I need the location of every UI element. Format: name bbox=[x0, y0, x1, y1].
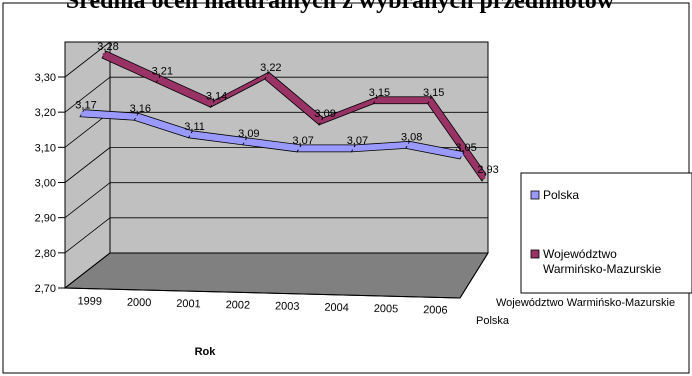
depth-axis: Województwo Warmińsko-Mazurskie Polska bbox=[459, 252, 675, 327]
legend-swatch-1 bbox=[530, 249, 540, 259]
depth-axis-line bbox=[459, 252, 489, 299]
gridline-side bbox=[64, 76, 111, 113]
x-tick-label: 2003 bbox=[275, 300, 300, 313]
y-tick-label: 2,90 bbox=[35, 213, 56, 225]
data-point-1 bbox=[211, 102, 215, 106]
y-tick-label: 2,70 bbox=[35, 283, 56, 295]
x-tick-label: 2002 bbox=[225, 299, 250, 312]
gridline-side bbox=[64, 217, 111, 254]
data-label-0: 3,07 bbox=[292, 135, 313, 147]
gridline-side bbox=[64, 147, 111, 183]
data-point-1 bbox=[373, 98, 377, 102]
legend-label-1: Warmińsko-Mazurskie bbox=[543, 262, 662, 276]
gridlines bbox=[64, 41, 488, 289]
data-point-0 bbox=[243, 139, 247, 143]
data-label-1: 3,14 bbox=[206, 90, 227, 102]
x-tick-label: 2006 bbox=[423, 304, 448, 317]
y-tick-label: 2,80 bbox=[35, 248, 56, 260]
chart-title: Średnia ocen maturalnych z wybranych prz… bbox=[66, 0, 615, 14]
y-tick-label: 3,10 bbox=[35, 142, 56, 154]
legend-swatch-0 bbox=[530, 190, 540, 200]
svg-text:Średnia ocen maturalnych z wyb: Średnia ocen maturalnych z wybranych prz… bbox=[66, 0, 615, 14]
data-labels: 3,28 3,21 3,14 3,22 3,09 3,15 3,15 2,93 3,17 3,16… bbox=[75, 41, 498, 176]
data-label-1: 3,22 bbox=[260, 62, 281, 74]
data-label-0: 3,16 bbox=[130, 103, 151, 115]
data-point-0 bbox=[406, 143, 410, 147]
gridline-side bbox=[64, 41, 111, 78]
x-axis-title: Rok bbox=[195, 346, 217, 358]
data-label-0: 3,05 bbox=[455, 142, 476, 154]
depth-label-0: Województwo Warmińsko-Mazurskie bbox=[496, 297, 675, 309]
y-axis: 2,70 2,80 2,90 3,00 3,10 3,20 3,30 bbox=[35, 72, 65, 295]
data-point-1 bbox=[428, 98, 432, 102]
x-axis-line bbox=[64, 287, 461, 299]
data-point-0 bbox=[189, 132, 193, 136]
data-point-1 bbox=[319, 119, 323, 123]
data-point-1 bbox=[156, 77, 160, 81]
data-label-1: 3,09 bbox=[314, 108, 335, 120]
gridline-side bbox=[64, 182, 111, 218]
data-point-1 bbox=[265, 74, 269, 78]
x-tick-label: 2005 bbox=[374, 303, 399, 316]
data-label-1: 3,28 bbox=[97, 41, 118, 53]
legend-label-1: Województwo bbox=[543, 247, 617, 261]
data-point-1 bbox=[102, 53, 106, 57]
data-point-0 bbox=[80, 111, 84, 115]
data-label-0: 3,09 bbox=[238, 128, 259, 140]
legend-label-0: Polska bbox=[543, 188, 579, 202]
y-tick-label: 3,30 bbox=[35, 72, 56, 84]
data-label-0: 3,07 bbox=[347, 135, 368, 147]
series-layer bbox=[79, 50, 487, 182]
data-point-0 bbox=[134, 115, 138, 119]
data-point-0 bbox=[460, 153, 464, 157]
legend-box bbox=[520, 172, 692, 294]
x-tick-label: 1999 bbox=[77, 295, 102, 308]
data-point-0 bbox=[351, 146, 355, 150]
data-label-0: 3,08 bbox=[401, 131, 422, 143]
data-point-1 bbox=[482, 176, 486, 180]
x-tick-label: 2004 bbox=[324, 302, 349, 315]
y-tick-label: 3,20 bbox=[35, 107, 56, 119]
gridline-side bbox=[64, 252, 111, 289]
x-tick-label: 2001 bbox=[176, 298, 201, 311]
data-point-0 bbox=[297, 146, 301, 150]
x-tick-label: 2000 bbox=[127, 297, 152, 310]
data-label-1: 3,15 bbox=[423, 87, 444, 99]
data-label-1: 3,21 bbox=[152, 66, 173, 78]
x-axis: 1999 2000 2001 2002 2003 2004 2005 2006 bbox=[64, 287, 461, 317]
data-label-0: 3,17 bbox=[75, 100, 96, 112]
depth-label-1: Polska bbox=[476, 315, 510, 327]
data-label-1: 3,15 bbox=[369, 87, 390, 99]
data-label-1: 2,93 bbox=[477, 164, 498, 176]
y-tick-label: 3,00 bbox=[35, 178, 56, 190]
data-label-0: 3,11 bbox=[184, 121, 205, 133]
